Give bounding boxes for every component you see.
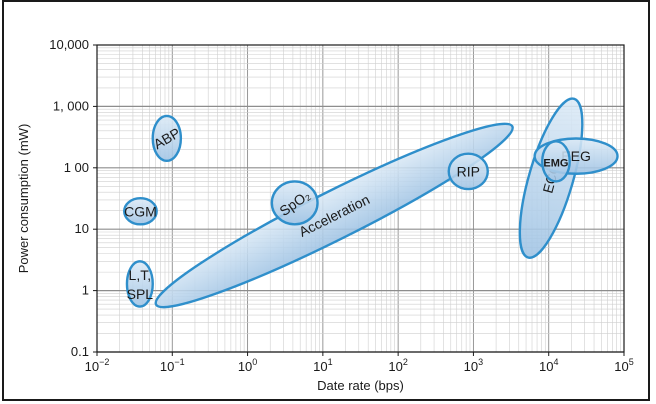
x-tick-label: 103	[464, 357, 483, 374]
region-label-line: RIP	[457, 163, 480, 179]
region-ellipse	[125, 260, 154, 308]
plot-area-border	[96, 44, 625, 353]
region-cgm: CGM	[123, 196, 158, 226]
region-label: L,T, SPL	[127, 267, 154, 302]
region-ellipse	[151, 114, 183, 163]
x-tick-label: 105	[614, 357, 633, 374]
x-tick-label: 101	[313, 357, 332, 374]
y-tick-label: 1	[82, 283, 89, 298]
y-tick-label: 1, 000	[53, 98, 89, 113]
x-tick-label: 104	[539, 357, 558, 374]
region-label: RIP	[457, 163, 480, 179]
region-ellipse	[154, 122, 514, 309]
x-tick-label: 102	[388, 357, 407, 374]
region-ellipse	[447, 152, 489, 191]
axis-ticks: 10−2 10−1 100 101 102 103 104 105 0.1 1 10 1 00 1, 0…	[49, 37, 634, 374]
region-abp: ABP	[151, 114, 183, 163]
region-ellipse	[541, 140, 571, 183]
region-label-line: CGM	[124, 203, 157, 219]
x-axis-label: Date rate (bps)	[317, 378, 404, 393]
region-ellipse	[270, 180, 319, 226]
region-emg: EMG	[541, 140, 571, 183]
region-label: CGM	[124, 203, 157, 219]
y-tick-label: 10,000	[49, 37, 89, 52]
region-rip: RIP	[447, 152, 489, 191]
region-label-line: L,T,	[129, 267, 152, 283]
region-label-line: EMG	[543, 157, 568, 169]
region-ellipse	[123, 196, 158, 226]
y-tick-label: 10	[75, 221, 89, 236]
y-tick-label: 0.1	[71, 344, 89, 359]
x-tick-label: 10−2	[85, 357, 110, 374]
y-tick-label: 1 00	[64, 160, 89, 175]
region-l-t-spl: L,T, SPL	[125, 260, 154, 308]
y-axis-label: Power consumption (mW)	[16, 124, 31, 274]
x-tick-label: 10−1	[160, 357, 185, 374]
region-label-line: SPL	[127, 286, 154, 302]
regions: AccelerationL,T,SPLCGMABPSpO₂RIPECGEEGEM…	[123, 97, 619, 309]
x-tick-label: 100	[238, 357, 257, 374]
region-spo: SpO₂	[270, 180, 319, 226]
chart: AccelerationL,T,SPLCGMABPSpO₂RIPECGEEGEM…	[16, 37, 634, 393]
region-label: EMG	[543, 157, 568, 169]
